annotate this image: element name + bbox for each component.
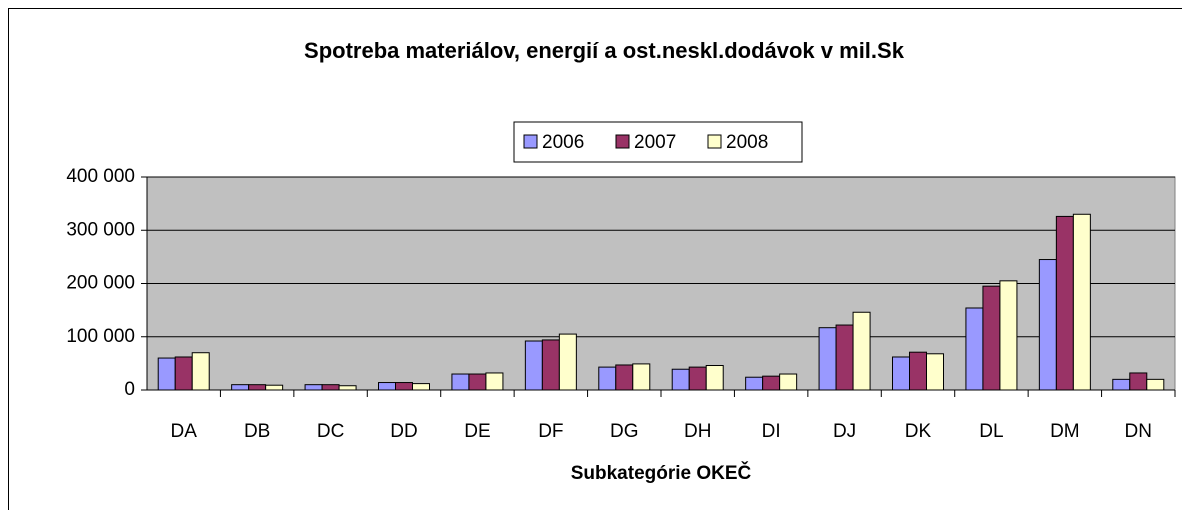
x-tick-label: DC [317, 421, 344, 442]
bar [982, 285, 1001, 391]
bar [745, 376, 764, 391]
bar [892, 356, 910, 391]
bar [451, 373, 470, 391]
bar [779, 373, 798, 391]
bar [671, 368, 690, 391]
bar [999, 280, 1018, 391]
bar [524, 340, 543, 391]
bar [304, 384, 323, 391]
x-tick-label: DA [171, 421, 198, 442]
x-tick-label: DE [464, 421, 490, 442]
bar [1146, 378, 1165, 391]
bar [762, 375, 781, 391]
bar [1129, 372, 1148, 391]
legend-label: 2006 [542, 132, 584, 153]
x-tick-label: DI [762, 421, 781, 442]
bar [835, 324, 854, 391]
x-tick-label: DJ [833, 421, 856, 442]
x-tick-label: DL [979, 421, 1003, 442]
y-tick-label: 200 000 [66, 273, 135, 294]
bar [248, 384, 267, 391]
bar [598, 366, 617, 391]
bar [1055, 215, 1074, 391]
bar [1072, 213, 1091, 391]
bar [265, 384, 284, 391]
bar [157, 357, 176, 391]
x-axis-label: Subkategórie OKEČ [571, 462, 752, 484]
bar [541, 339, 560, 391]
bar [965, 307, 984, 391]
bar [852, 311, 871, 391]
chart-title: Spotreba materiálov, energií a ost.neskl… [304, 38, 905, 63]
bar [615, 364, 634, 391]
bar [412, 383, 430, 391]
x-tick-label: DN [1125, 421, 1152, 442]
legend-label: 2007 [634, 132, 676, 153]
bar [191, 352, 210, 391]
x-tick-label: DD [390, 421, 417, 442]
x-tick-label: DG [610, 421, 639, 442]
legend-swatch [707, 134, 722, 149]
x-tick-label: DB [244, 421, 270, 442]
bar [558, 333, 577, 391]
bar [1038, 259, 1057, 391]
bar [818, 327, 837, 391]
bar [1112, 378, 1131, 391]
bar [485, 372, 504, 391]
y-tick-label: 0 [124, 379, 135, 400]
bar [688, 366, 707, 391]
bar [926, 353, 944, 391]
legend-box [513, 121, 803, 163]
bar [338, 385, 357, 391]
x-tick-label: DH [684, 421, 711, 442]
bar [231, 384, 250, 391]
x-tick-label: DF [538, 421, 563, 442]
legend-label: 2008 [726, 132, 768, 153]
x-tick-label: DM [1050, 421, 1080, 442]
bar [705, 365, 724, 391]
bar [321, 384, 340, 391]
x-tick-label: DK [905, 421, 932, 442]
bar [174, 356, 193, 391]
bar [632, 363, 651, 391]
bar [468, 373, 487, 391]
legend-swatch [523, 134, 538, 149]
legend-swatch [615, 134, 630, 149]
y-tick-label: 300 000 [66, 219, 135, 240]
y-tick-label: 100 000 [66, 326, 135, 347]
bar [378, 382, 396, 391]
bar [395, 382, 413, 391]
bar [909, 351, 927, 391]
y-tick-label: 400 000 [66, 166, 135, 187]
